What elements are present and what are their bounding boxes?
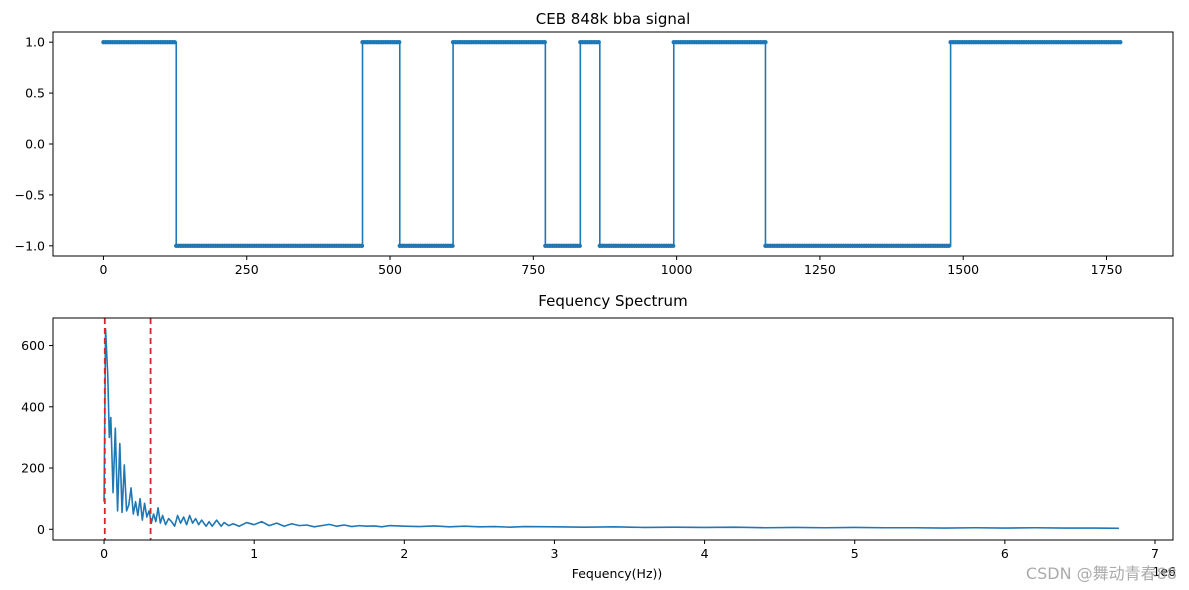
signal-point: [450, 243, 455, 249]
signal-point: [359, 243, 365, 249]
signal-point: [596, 39, 601, 45]
x-tick-label: 250: [235, 262, 259, 277]
watermark: CSDN @舞动青春88: [1025, 564, 1177, 583]
x-tick-label: 750: [521, 262, 545, 277]
x-tick-label: 1250: [804, 262, 836, 277]
y-tick-label: 400: [21, 399, 45, 414]
x-tick-label: 0: [100, 546, 108, 561]
x-tick-label: 500: [378, 262, 402, 277]
spectrum-plot-area: [53, 318, 1173, 540]
signal-plot-area: [53, 32, 1173, 256]
y-tick-label: 0.0: [25, 137, 45, 152]
x-tick-label: 0: [99, 262, 107, 277]
x-tick-label: 2: [400, 546, 408, 561]
signal-plot-frame: [52, 31, 1174, 257]
x-tick-label: 6: [1001, 546, 1009, 561]
spectrum-x-axis-label: Fequency(Hz)): [572, 566, 663, 581]
x-tick-label: 1: [250, 546, 258, 561]
spectrum-x-offset-label: 1e6: [1152, 564, 1176, 579]
y-tick-label: 600: [21, 338, 45, 353]
x-tick-label: 7: [1151, 546, 1159, 561]
y-tick-label: 0.5: [25, 86, 45, 101]
signal-point: [172, 39, 177, 45]
signal-point: [577, 243, 582, 249]
signal-point: [670, 243, 676, 249]
spectrum-plot-frame: [52, 317, 1174, 541]
spectrum-line: [103, 327, 1119, 530]
signal-ticks: 0 250 500 750 1000 1250 1500 1750 −1.0 −0.5 0.0 0.5…: [15, 35, 1123, 277]
x-tick-label: 1500: [947, 262, 979, 277]
spectrum-title: Fequency Spectrum: [538, 292, 687, 310]
y-tick-label: 0: [37, 522, 45, 537]
x-tick-label: 1000: [661, 262, 693, 277]
x-tick-label: 5: [851, 546, 859, 561]
spectrum-plot: 0 1 2 3 4 5 6 7 0 200 400 600 Fequency Spectrum Feq…: [21, 292, 1176, 581]
x-tick-label: 1750: [1091, 262, 1123, 277]
y-tick-label: −1.0: [15, 238, 45, 253]
signal-point: [542, 39, 547, 45]
signal-point: [763, 39, 768, 45]
spectrum-series-group: [103, 318, 1119, 540]
y-tick-label: −0.5: [15, 187, 45, 202]
y-tick-label: 1.0: [25, 35, 45, 50]
signal-plot: 0 250 500 750 1000 1250 1500 1750 −1.0 −0.5 0.0 0.5…: [15, 10, 1174, 277]
x-tick-label: 4: [701, 546, 709, 561]
signal-title: CEB 848k bba signal: [536, 10, 690, 28]
signal-point: [1118, 39, 1123, 45]
y-tick-label: 200: [21, 461, 45, 476]
x-tick-label: 3: [550, 546, 558, 561]
signal-point: [397, 39, 402, 45]
signal-point: [946, 243, 952, 249]
signal-series-group: [101, 39, 1123, 249]
spectrum-ticks: 0 1 2 3 4 5 6 7 0 200 400 600: [21, 338, 1159, 561]
